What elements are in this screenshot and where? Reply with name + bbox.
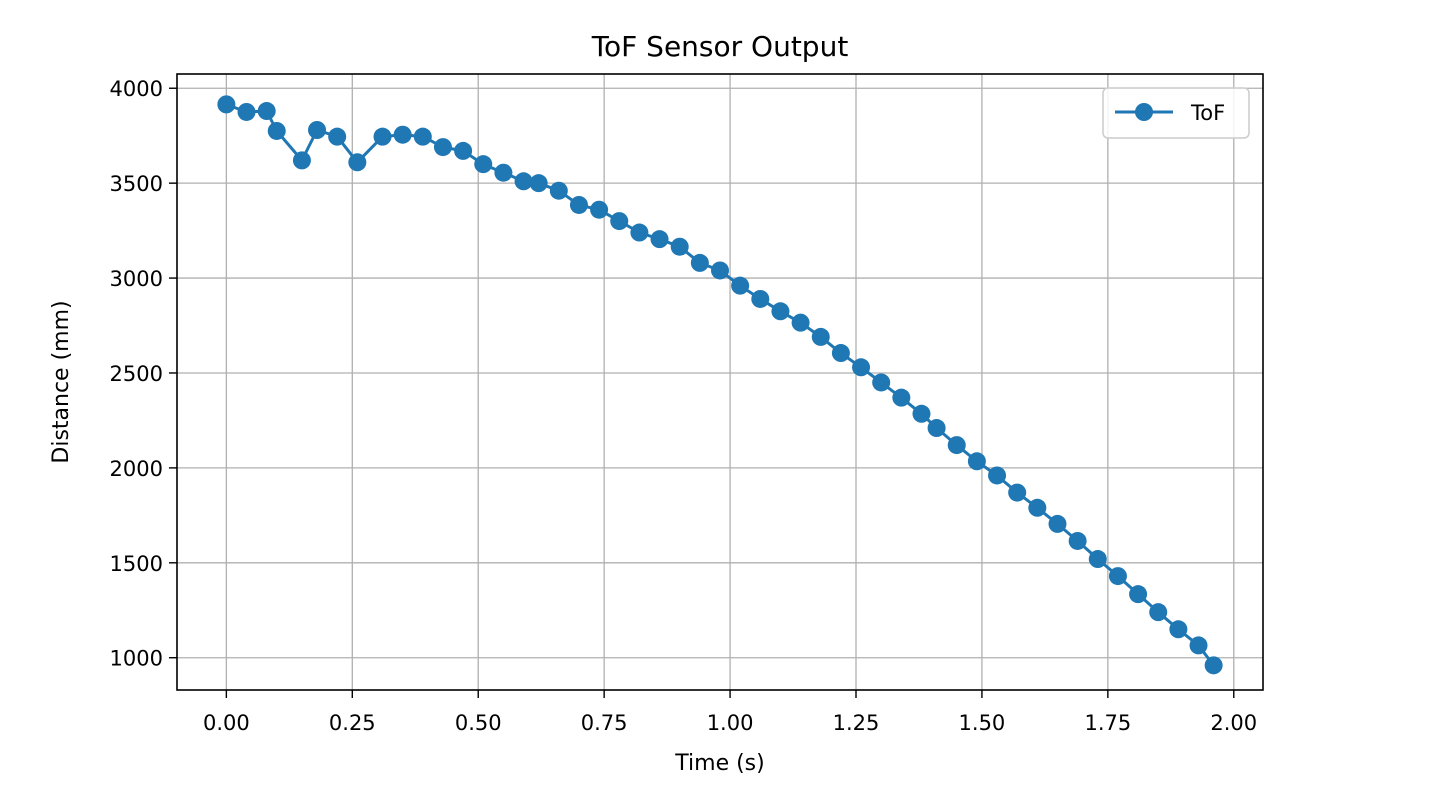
data-point [514, 172, 533, 191]
data-point [912, 404, 931, 423]
legend-marker [1135, 103, 1153, 121]
data-point [731, 276, 750, 295]
data-point [831, 344, 850, 363]
data-point [393, 125, 412, 144]
x-axis-label: Time (s) [674, 751, 764, 776]
data-point [1108, 567, 1127, 586]
axes-frame [176, 73, 1264, 691]
data-point [771, 302, 790, 321]
data-point [751, 289, 770, 308]
data-point [711, 261, 729, 280]
data-point [348, 153, 367, 172]
data-point [217, 95, 236, 114]
data-point [328, 127, 347, 146]
data-point [872, 373, 891, 392]
legend: ToF [1102, 87, 1250, 139]
data-point [892, 388, 911, 407]
data-point [267, 121, 286, 140]
x-tick-label: 0.75 [581, 711, 628, 735]
y-tick-label: 2500 [110, 362, 163, 386]
y-tick-label: 1000 [110, 647, 163, 671]
x-tick-label: 0.25 [329, 711, 376, 735]
data-point [529, 174, 548, 193]
x-tick-label: 1.00 [707, 711, 754, 735]
data-point [1169, 620, 1188, 639]
y-tick-label: 3500 [110, 172, 163, 196]
data-point [1189, 636, 1208, 655]
data-point [494, 163, 513, 182]
data-point [811, 327, 830, 346]
data-point [590, 200, 609, 219]
x-axis-ticks: 0.00 0.25 0.50 0.75 1.00 1.25 1.50 1.75 2.00 [203, 690, 1257, 735]
data-point [454, 141, 473, 160]
data-point [1068, 531, 1087, 550]
y-axis-ticks: 1000 1500 2000 2500 3000 3500 4000 [110, 77, 177, 671]
data-point [413, 127, 432, 146]
data-point [308, 121, 327, 139]
data-point [610, 212, 629, 231]
x-tick-label: 1.75 [1084, 711, 1131, 735]
legend-label-tof: ToF [1190, 101, 1225, 125]
data-point [988, 466, 1007, 485]
data-point [549, 181, 568, 200]
data-point [791, 313, 810, 332]
x-tick-label: 2.00 [1210, 711, 1257, 735]
data-point [650, 230, 669, 249]
legend-box [1102, 87, 1250, 139]
chart-title: ToF Sensor Output [591, 30, 849, 63]
y-tick-label: 3000 [110, 267, 163, 291]
y-tick-label: 2000 [110, 457, 163, 481]
x-tick-label: 0.50 [455, 711, 502, 735]
data-point [373, 127, 392, 146]
data-point [670, 237, 689, 256]
series-markers [217, 95, 1223, 675]
data-point [927, 419, 946, 438]
data-point [433, 138, 452, 157]
data-point [1149, 603, 1168, 622]
data-point [852, 358, 871, 377]
x-tick-label: 0.00 [203, 711, 250, 735]
y-tick-label: 4000 [110, 77, 163, 101]
data-point [1088, 550, 1107, 569]
data-point [1048, 514, 1067, 533]
data-point [690, 253, 709, 272]
data-point [967, 452, 986, 471]
data-point [1129, 585, 1148, 604]
data-point [569, 195, 588, 214]
data-point [237, 102, 256, 121]
data-point [257, 102, 276, 121]
y-axis-label: Distance (mm) [49, 300, 74, 463]
y-tick-label: 1500 [110, 552, 163, 576]
data-point [474, 155, 493, 174]
data-point [630, 223, 649, 242]
data-point [947, 436, 966, 455]
data-point [1204, 656, 1223, 675]
data-point [1008, 483, 1027, 502]
data-point [1028, 498, 1047, 517]
x-tick-label: 1.25 [833, 711, 880, 735]
x-tick-label: 1.50 [959, 711, 1006, 735]
data-point [292, 151, 311, 170]
